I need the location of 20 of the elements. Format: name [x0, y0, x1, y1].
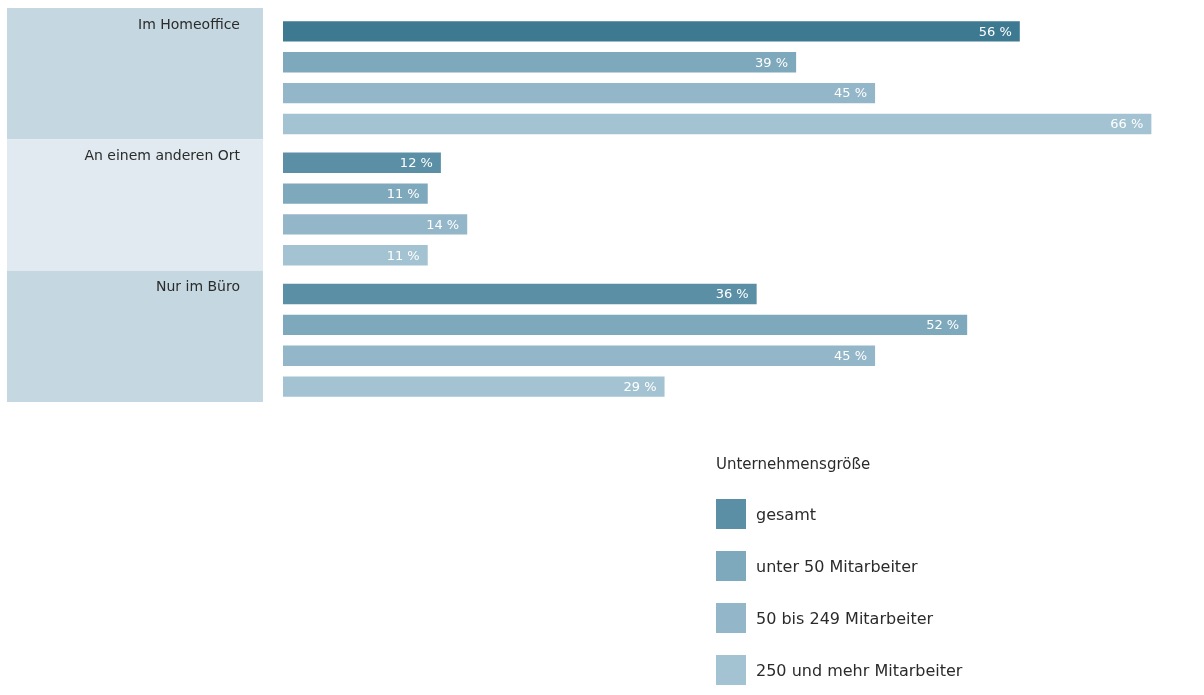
legend-label: unter 50 Mitarbeiter — [756, 556, 918, 576]
data-label: 52 % — [926, 317, 960, 333]
legend-label: gesamt — [756, 504, 816, 524]
data-label: 36 % — [715, 286, 749, 302]
data-label: 66 % — [1110, 116, 1144, 132]
data-label: 39 % — [755, 54, 789, 70]
y-tick-label: Nur im Büro — [155, 278, 240, 295]
data-label: 29 % — [623, 379, 657, 394]
legend-label: 250 und mehr Mitarbeiter — [756, 660, 963, 680]
data-label: 45 % — [834, 85, 868, 101]
data-label: 56 % — [978, 23, 1012, 39]
y-tick-label: Im Homeoffice — [138, 15, 240, 32]
y-tick-label: An einem anderen Ort — [84, 146, 241, 163]
legend-title: Unternehmensgröße — [716, 455, 872, 475]
data-label: 11 % — [386, 247, 420, 263]
data-label: 11 % — [386, 185, 420, 201]
legend-label: 50 bis 249 Mitarbeiter — [756, 608, 934, 628]
data-label: 12 % — [399, 155, 433, 171]
data-label: 14 % — [426, 216, 460, 232]
data-label: 45 % — [834, 348, 868, 364]
